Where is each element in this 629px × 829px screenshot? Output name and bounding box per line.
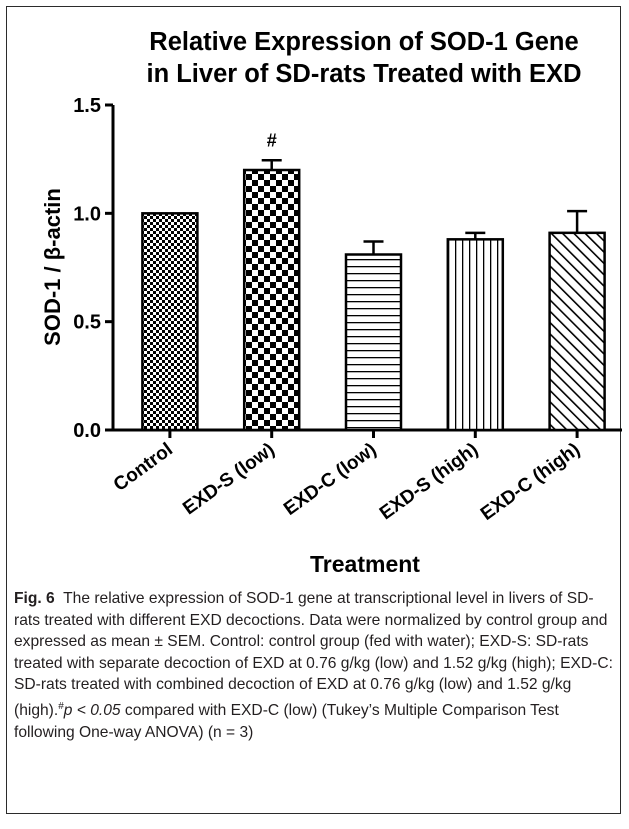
- x-tick-label: Control: [110, 439, 177, 496]
- caption-sig-mark: #: [58, 700, 64, 712]
- chart-title-line-1: Relative Expression of SOD-1 Gene: [149, 28, 578, 56]
- x-axis-label: Treatment: [310, 551, 420, 577]
- caption-sig-p: p < 0.05: [63, 702, 121, 720]
- x-tick-label: EXD-C (low): [280, 439, 380, 520]
- bar-exd-s-high: [446, 238, 505, 432]
- significance-mark: #: [267, 130, 277, 150]
- x-tick-label: EXD-C (high): [477, 439, 584, 525]
- caption-text: The relative expression of SOD-1 gene at…: [14, 590, 613, 720]
- y-axis-label: SOD-1 / β-actin: [40, 188, 65, 346]
- y-tick-label: 0.5: [73, 312, 101, 334]
- bar-chart: Relative Expression of SOD-1 Gene in Liv…: [40, 28, 622, 577]
- figure-frame: [6, 6, 621, 814]
- y-tick-label: 0.0: [73, 420, 101, 442]
- x-tick-label: EXD-S (high): [376, 439, 482, 524]
- x-tick-label: EXD-S (low): [179, 439, 278, 519]
- bar-exd-c-high: [548, 231, 606, 432]
- bar-exd-c-low: [344, 253, 403, 432]
- caption-label: Fig. 6: [14, 590, 55, 607]
- bar-exd-s-low: [242, 168, 301, 432]
- y-tick-label: 1.5: [73, 95, 101, 117]
- y-tick-label: 1.0: [73, 203, 101, 225]
- caption-sig-rest: compared with EXD-C (low) (Tukey’s Multi…: [14, 702, 559, 741]
- figure-caption: Fig. 6 The relative expression of SOD-1 …: [14, 588, 614, 743]
- chart-title-line-2: in Liver of SD-rats Treated with EXD: [146, 60, 581, 88]
- bar-control: [141, 212, 199, 432]
